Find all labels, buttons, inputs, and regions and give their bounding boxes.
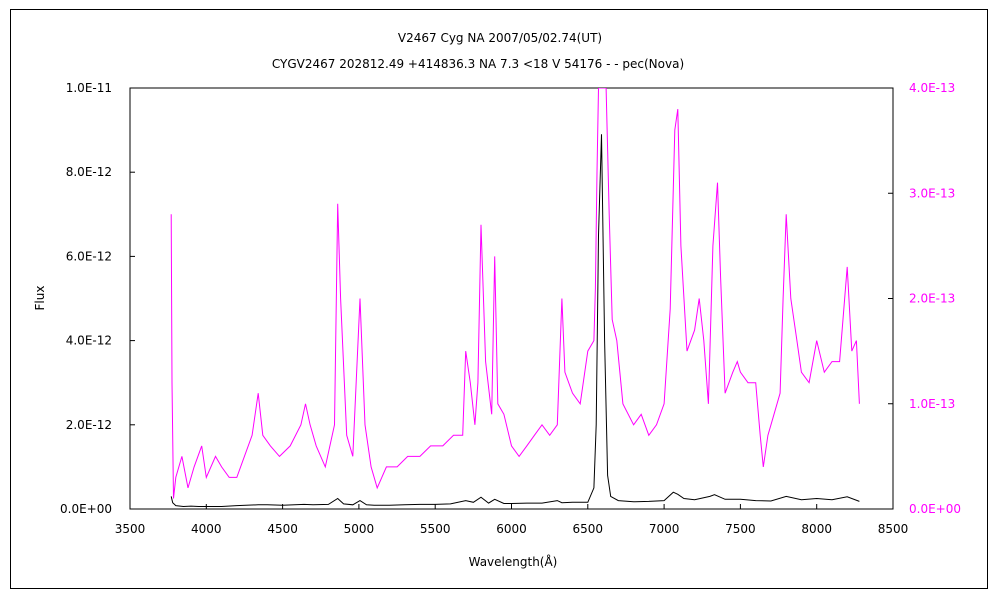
y2-tick-label: 4.0E-13 — [909, 81, 955, 95]
y2-tick-label: 0.0E+00 — [909, 502, 961, 516]
black-spectrum-line — [170, 134, 860, 508]
x-tick-label: 8000 — [801, 522, 832, 536]
x-tick-label: 4000 — [191, 522, 222, 536]
x-tick-label: 6000 — [496, 522, 527, 536]
y-tick-label: 2.0E-12 — [66, 418, 112, 432]
chart-title: V2467 Cyg NA 2007/05/02.74(UT) — [398, 31, 602, 45]
x-tick-label: 5500 — [420, 522, 451, 536]
x-tick-label: 4500 — [267, 522, 298, 536]
y2-tick-label: 2.0E-13 — [909, 292, 955, 306]
axis-layer: 3500 4000 4500 5000 5500 6000 6500 7000 7500 8000… — [60, 81, 961, 536]
chart-subtitle: CYGV2467 202812.49 +414836.3 NA 7.3 <18 … — [272, 57, 684, 71]
chart-frame — [10, 9, 988, 589]
y-tick-label: 1.0E-11 — [66, 81, 112, 95]
x-tick-label: 5000 — [344, 522, 375, 536]
x-tick-label: 6500 — [573, 522, 604, 536]
x-tick-label: 3500 — [115, 522, 146, 536]
x-tick-label: 7000 — [649, 522, 680, 536]
y2-tick-label: 1.0E-13 — [909, 397, 955, 411]
x-tick-label: 8500 — [878, 522, 909, 536]
y2-tick-label: 3.0E-13 — [909, 186, 955, 200]
x-tick-label: 7500 — [725, 522, 756, 536]
y-tick-label: 0.0E+00 — [60, 502, 112, 516]
y-axis-label: Flux — [33, 286, 47, 311]
y-tick-label: 6.0E-12 — [66, 249, 112, 263]
x-axis-label: Wavelength(Å) — [469, 554, 558, 569]
y-tick-label: 4.0E-12 — [66, 334, 112, 348]
series-layer — [170, 88, 860, 508]
magenta-spectrum-line — [170, 88, 860, 499]
y-tick-label: 8.0E-12 — [66, 165, 112, 179]
